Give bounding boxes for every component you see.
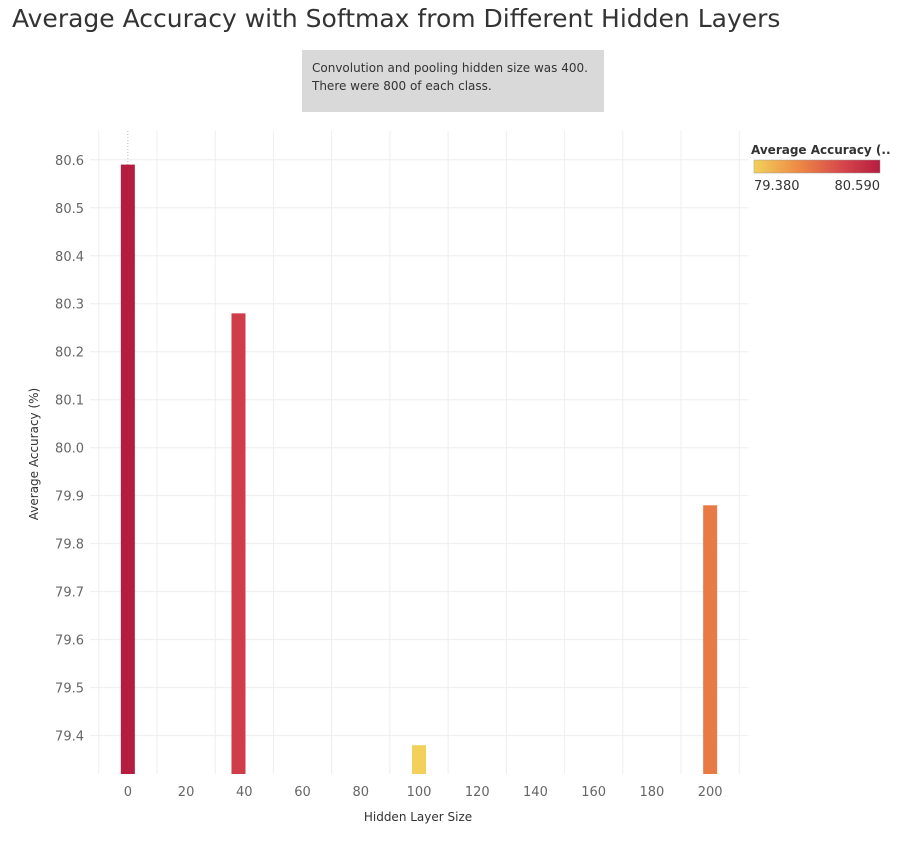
x-axis-ticks: 0 20 40 60 80 100 120 140 160 180 200 <box>124 785 723 800</box>
y-tick-label: 79.9 <box>55 490 84 505</box>
bar-0[interactable] <box>120 164 135 775</box>
x-tick-label: 20 <box>178 785 195 800</box>
legend-gradient-bar <box>753 159 881 174</box>
y-tick-label: 80.1 <box>55 394 84 409</box>
x-tick-label: 200 <box>698 785 723 800</box>
y-tick-label: 80.3 <box>55 298 84 313</box>
y-tick-label: 80.4 <box>55 250 84 265</box>
y-tick-label: 80.2 <box>55 346 84 361</box>
y-tick-label: 80.0 <box>55 442 84 457</box>
y-tick-label: 80.5 <box>55 202 84 217</box>
x-axis-title: Hidden Layer Size <box>364 810 472 824</box>
bar-38[interactable] <box>231 313 246 774</box>
y-axis-title: Average Accuracy (%) <box>27 388 41 520</box>
y-tick-label: 79.5 <box>55 682 84 697</box>
color-legend: Average Accuracy (.. 79.380 80.590 <box>751 143 891 194</box>
chart-title: Average Accuracy with Softmax from Diffe… <box>12 4 781 33</box>
y-tick-label: 80.6 <box>55 154 84 169</box>
legend-max-label: 80.590 <box>835 179 881 194</box>
x-tick-label: 160 <box>581 785 606 800</box>
x-tick-label: 80 <box>352 785 369 800</box>
x-tick-label: 60 <box>294 785 311 800</box>
annotation-line-1: Convolution and pooling hidden size was … <box>312 61 588 75</box>
x-tick-label: 0 <box>124 785 132 800</box>
x-tick-label: 140 <box>523 785 548 800</box>
y-axis-ticks: 79.4 79.5 79.6 79.7 79.8 79.9 80.0 80.1 80.2 80.3… <box>55 154 84 745</box>
x-tick-label: 180 <box>640 785 665 800</box>
legend-min-label: 79.380 <box>754 179 800 194</box>
grid <box>90 131 748 774</box>
y-tick-label: 79.6 <box>55 634 84 649</box>
bar-100[interactable] <box>412 745 426 774</box>
annotation-line-2: There were 800 of each class. <box>312 79 492 93</box>
x-tick-label: 40 <box>236 785 253 800</box>
bars <box>120 164 718 775</box>
x-tick-label: 120 <box>465 785 490 800</box>
y-tick-label: 79.8 <box>55 538 84 553</box>
y-tick-label: 79.7 <box>55 586 84 601</box>
x-tick-label: 100 <box>407 785 432 800</box>
annotation-box: Convolution and pooling hidden size was … <box>302 50 604 112</box>
bar-200[interactable] <box>703 505 718 774</box>
y-tick-label: 79.4 <box>55 730 84 745</box>
legend-title: Average Accuracy (.. <box>751 143 891 157</box>
